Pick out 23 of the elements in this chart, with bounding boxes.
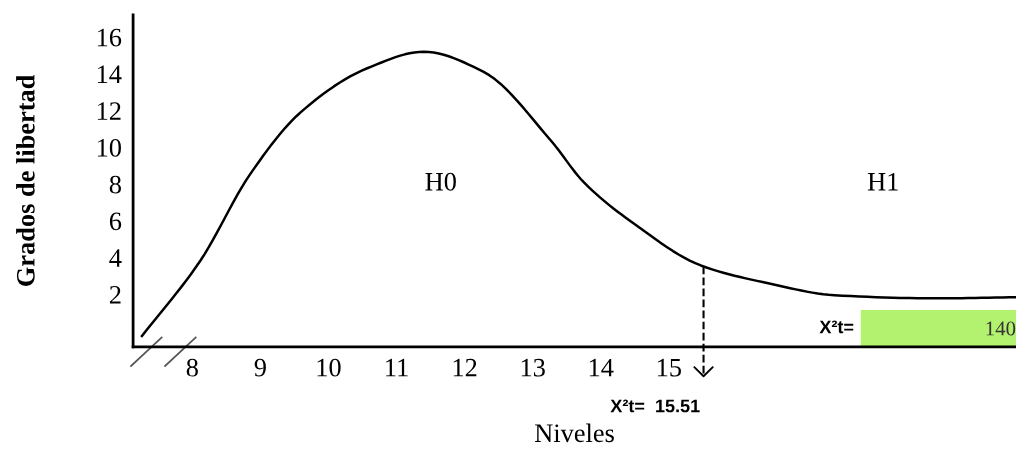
x-axis-title: Niveles (535, 423, 614, 443)
y-axis-title: Grados de libertad (16, 74, 35, 286)
annotation: X²t= (819, 320, 854, 334)
x-tick-label: 12 (453, 358, 477, 377)
y-tick-label: 8 (109, 175, 121, 194)
x-tick-label: 10 (317, 358, 341, 377)
annotation: H1 (867, 172, 898, 191)
ref-line-label: X²t= 15.51 (610, 399, 700, 413)
x-tick-label: 15 (657, 358, 681, 377)
y-tick-label: 12 (97, 102, 121, 120)
x-tick-label: 13 (521, 358, 545, 377)
y-tick-label: 10 (97, 138, 121, 157)
band-label: 140 (986, 321, 1016, 336)
y-tick-label: 14 (97, 65, 122, 83)
x-tick-label: 14 (589, 358, 614, 377)
x-tick-label: 9 (254, 358, 266, 377)
x-tick-label: 11 (386, 358, 408, 377)
annotation: H0 (425, 172, 456, 191)
x-tick-label: 8 (186, 358, 198, 377)
y-tick-label: 16 (97, 28, 122, 47)
y-tick-label: 4 (109, 249, 122, 267)
y-tick-label: 2 (109, 285, 121, 304)
y-tick-label: 6 (109, 212, 122, 231)
